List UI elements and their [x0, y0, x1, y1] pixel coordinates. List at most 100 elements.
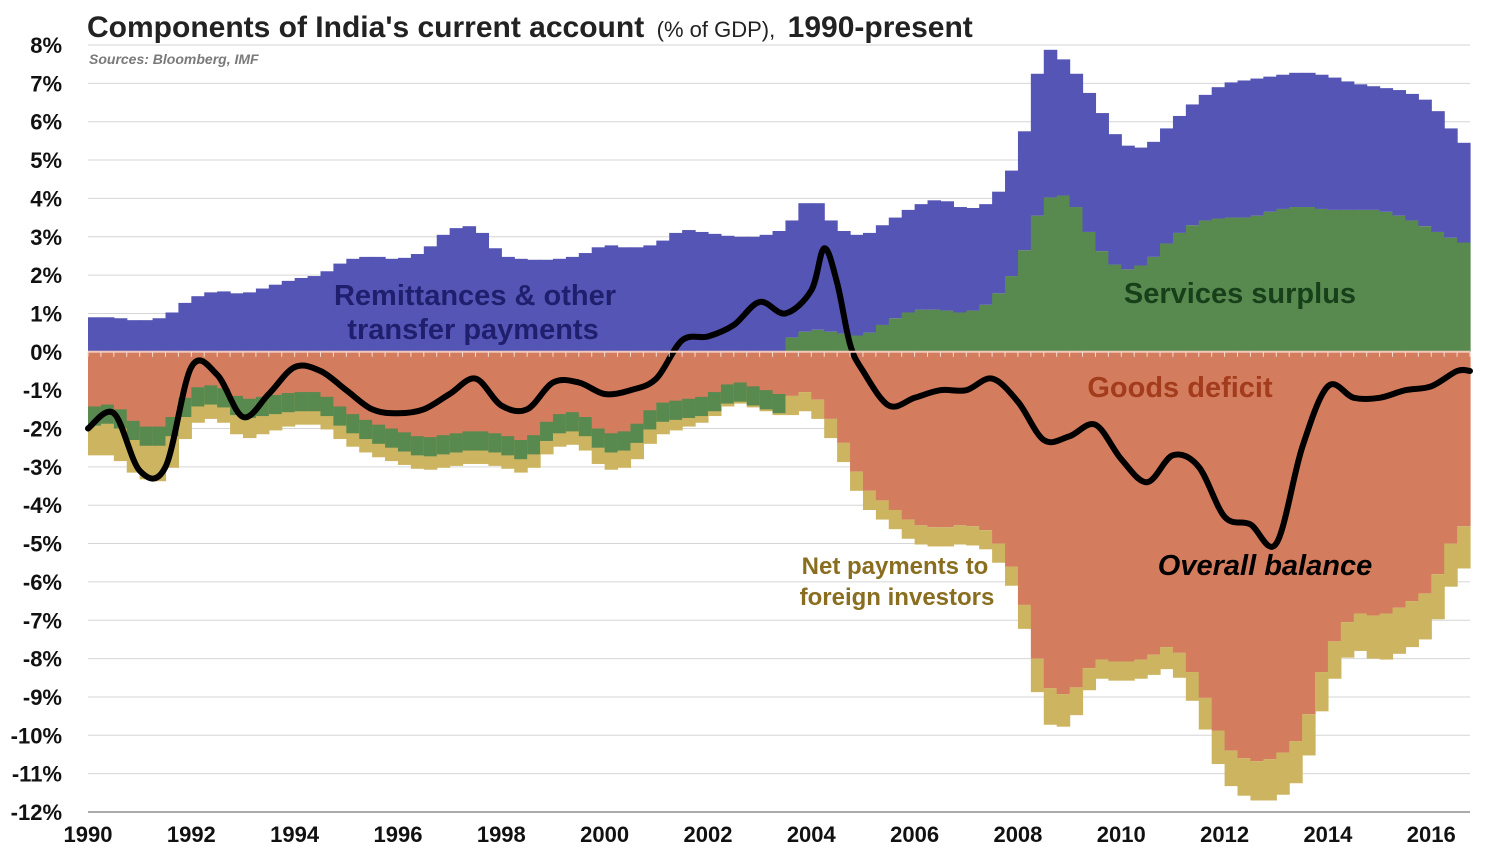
- investors-bar: [1302, 714, 1316, 756]
- x-tick-label: 1990: [64, 822, 113, 847]
- goods-bar: [1340, 351, 1355, 623]
- remittances-bar: [940, 201, 954, 311]
- remittances-bar: [1405, 93, 1419, 221]
- remittances-bar: [1418, 99, 1432, 227]
- remittances-bar: [475, 232, 489, 352]
- investors-bar: [850, 471, 864, 491]
- x-tick-label: 2006: [890, 822, 939, 847]
- investors-bar: [1056, 694, 1071, 727]
- services-bar: [397, 432, 412, 452]
- investors-bar: [785, 395, 799, 416]
- remittances-bar: [785, 220, 799, 338]
- goods-bar: [979, 351, 993, 531]
- goods-bar: [88, 351, 102, 409]
- investors-bar: [1005, 566, 1019, 586]
- services-bar: [979, 304, 993, 352]
- services-bar: [707, 392, 722, 412]
- goods-bar: [798, 351, 812, 393]
- goods-bar: [1353, 351, 1368, 614]
- remittances-bar: [1147, 141, 1161, 257]
- remittances-bar: [1392, 90, 1407, 216]
- remittances-bar: [242, 292, 257, 352]
- investors-bar: [824, 418, 838, 439]
- remittances-bar: [359, 256, 373, 352]
- remittances-bar: [268, 284, 283, 352]
- services-bar: [772, 393, 787, 414]
- remittances-bar: [617, 247, 632, 352]
- services-bar: [1392, 215, 1407, 352]
- y-tick-label: -9%: [23, 685, 62, 710]
- goods-bar: [552, 351, 567, 417]
- services-bar: [1457, 242, 1471, 352]
- remittances-bar: [656, 240, 670, 352]
- investors-bar: [953, 525, 967, 545]
- investors-bar: [1121, 661, 1135, 681]
- services-bar: [475, 431, 489, 451]
- goods-bar: [850, 351, 864, 472]
- remittances-bar: [850, 234, 864, 336]
- services-bar: [953, 312, 967, 352]
- investors-bar: [1172, 652, 1187, 678]
- y-tick-label: 7%: [30, 71, 62, 96]
- services-bar: [126, 420, 141, 441]
- services-bar: [669, 400, 683, 420]
- services-bar: [359, 419, 373, 440]
- investors-bar: [1043, 688, 1058, 725]
- services-bar: [927, 309, 942, 352]
- remittances-bar: [1160, 128, 1174, 244]
- goods-bar: [1030, 351, 1045, 659]
- remittances-bar: [1082, 92, 1097, 232]
- goods-bar: [1431, 351, 1445, 575]
- investors-bar: [1289, 741, 1303, 784]
- goods-bar: [759, 351, 774, 393]
- x-tick-label: 1994: [270, 822, 320, 847]
- remittances-bar: [139, 320, 154, 352]
- goods-bar: [191, 351, 205, 390]
- remittances-bar: [1211, 87, 1226, 219]
- goods-bar: [1017, 351, 1032, 605]
- y-tick-label: -11%: [12, 762, 62, 787]
- y-tick-label: -5%: [23, 532, 62, 557]
- sources-note: Sources: Bloomberg, IMF: [89, 51, 259, 67]
- goods-bar: [462, 351, 477, 434]
- services-bar: [875, 324, 890, 352]
- remittances-bar: [591, 247, 606, 352]
- goods-bar: [1444, 351, 1458, 544]
- y-tick-label: -12%: [11, 800, 62, 825]
- goods-bar: [1043, 351, 1058, 689]
- investors-bar: [1017, 604, 1032, 629]
- remittances-bar: [1095, 113, 1109, 252]
- remittances-bar: [501, 256, 515, 352]
- investors-bar: [1250, 761, 1264, 801]
- services-bar: [1030, 215, 1045, 352]
- goods-bar: [940, 351, 954, 528]
- goods-bar: [1457, 351, 1471, 527]
- services-bar: [733, 382, 748, 402]
- services-bar: [811, 329, 825, 352]
- services-bar: [1160, 243, 1174, 352]
- goods-bar: [1405, 351, 1419, 602]
- remittances-bar: [255, 288, 270, 352]
- remittances-bar: [1030, 73, 1045, 216]
- remittances-bar: [423, 246, 438, 352]
- goods-bar: [992, 351, 1006, 544]
- remittances-bar: [217, 291, 231, 352]
- x-tick-label: 1998: [477, 822, 526, 847]
- remittances-bar: [191, 296, 205, 352]
- investors-bar: [862, 490, 877, 510]
- services-bar: [1340, 209, 1355, 352]
- y-tick-label: 8%: [30, 33, 62, 58]
- goods-bar: [720, 351, 735, 387]
- goods-bar: [669, 351, 683, 403]
- remittances-bar: [1431, 111, 1445, 232]
- y-tick-label: 2%: [30, 263, 62, 288]
- y-tick-label: -8%: [23, 647, 62, 672]
- services-bar: [643, 410, 657, 430]
- remittances-bar: [1457, 142, 1471, 243]
- goods-bar: [1289, 351, 1303, 742]
- goods-bar: [1172, 351, 1187, 653]
- remittances-bar: [733, 236, 748, 352]
- remittances-bar: [540, 259, 554, 352]
- remittances-bar: [630, 247, 644, 352]
- investors-bar: [1263, 759, 1277, 801]
